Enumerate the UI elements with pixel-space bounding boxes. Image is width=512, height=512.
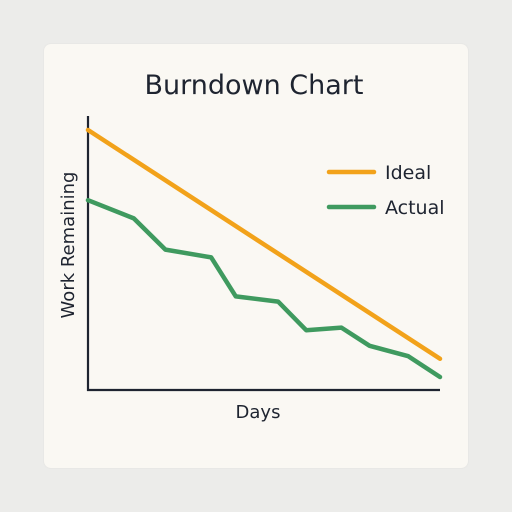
series-line-ideal: [85, 127, 443, 362]
x-axis-label: Days: [236, 402, 281, 423]
chart-card: [44, 44, 468, 468]
y-axis-label: Work Remaining: [58, 172, 79, 319]
series-line-actual: [85, 197, 443, 380]
legend-label-actual: Actual: [385, 197, 445, 219]
legend-label-ideal: Ideal: [385, 162, 431, 184]
legend: Ideal Actual: [326, 162, 445, 219]
series-layer: [85, 127, 443, 380]
chart-title: Burndown Chart: [144, 70, 363, 101]
